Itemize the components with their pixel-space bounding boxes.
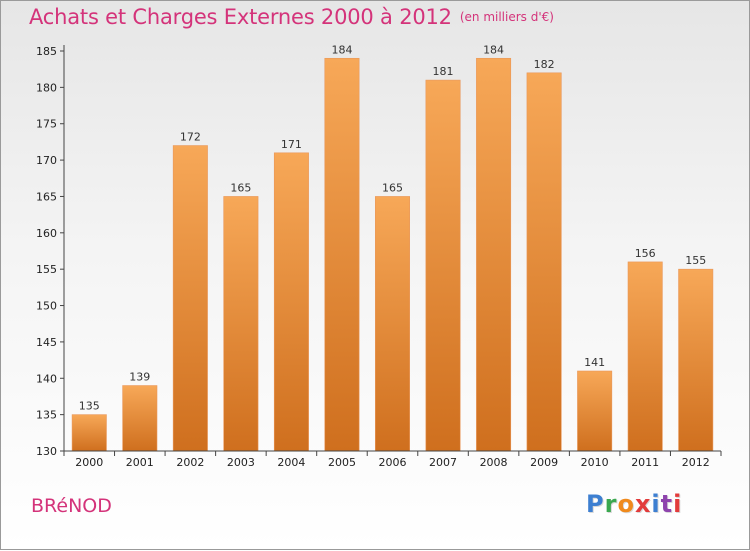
bar-2009: [526, 72, 562, 452]
x-tick-label: 2002: [176, 456, 204, 469]
bar-2006: [375, 196, 410, 452]
bar-2004: [273, 152, 309, 452]
bar-2003: [223, 196, 259, 452]
bar-2002: [172, 145, 208, 452]
bar-value-label: 155: [685, 254, 706, 267]
x-tick-label: 2006: [379, 456, 407, 469]
x-tick-label: 2010: [581, 456, 609, 469]
y-tick-label: 150: [36, 300, 57, 313]
bar-2012: [678, 268, 714, 452]
bar-2001: [122, 385, 158, 452]
y-tick-label: 155: [36, 263, 57, 276]
logo-letter: t: [660, 490, 674, 518]
bar-value-label: 172: [180, 131, 201, 144]
x-tick-label: 2000: [75, 456, 103, 469]
y-tick-label: 180: [36, 81, 57, 94]
bar-value-label: 184: [331, 43, 352, 56]
bar-2008: [476, 57, 512, 452]
y-tick-label: 170: [36, 154, 57, 167]
x-tick-label: 2008: [480, 456, 508, 469]
proxiti-logo[interactable]: Proxiti: [586, 490, 682, 518]
bar-value-label: 171: [281, 138, 302, 151]
logo-letter: o: [617, 490, 635, 518]
bar-2005: [324, 57, 360, 452]
bar-value-label: 139: [129, 371, 150, 384]
x-axis: 2000 2001 2002 2003 2004 2005 2006 2007 2008 2009…: [63, 450, 722, 469]
x-tick-label: 2011: [631, 456, 659, 469]
chart-title: Achats et Charges Externes 2000 à 2012 (e…: [29, 5, 554, 29]
bar-2010: [577, 370, 613, 452]
y-tick-label: 140: [36, 372, 57, 385]
x-tick-label: 2012: [682, 456, 710, 469]
y-tick-label: 135: [36, 409, 57, 422]
chart-title-text: Achats et Charges Externes 2000 à 2012: [29, 5, 452, 29]
bar-value-label: 165: [230, 181, 251, 194]
bar-2000: [71, 414, 107, 452]
y-tick-label: 160: [36, 227, 57, 240]
x-tick-label: 2001: [126, 456, 154, 469]
bar-2007: [425, 79, 461, 452]
bar-value-label: 156: [635, 247, 656, 260]
x-tick-label: 2003: [227, 456, 255, 469]
y-axis: 130 135 140 145 150 155 160 165 170 175 180 185: [36, 45, 65, 458]
bar-value-label: 181: [433, 65, 454, 78]
bar-value-label: 165: [382, 181, 403, 194]
logo-letter: i: [673, 490, 683, 518]
y-tick-label: 130: [36, 445, 57, 458]
bar-value-label: 141: [584, 356, 605, 369]
logo-letter: i: [651, 490, 661, 518]
y-tick-label: 165: [36, 190, 57, 203]
y-tick-label: 185: [36, 45, 57, 58]
logo-letter: P: [586, 490, 605, 518]
commune-name: BRéNOD: [31, 495, 112, 517]
bar-value-label: 184: [483, 43, 504, 56]
chart-subtitle: (en milliers d'€): [459, 10, 554, 24]
bar-value-label: 182: [534, 58, 555, 71]
y-tick-label: 175: [36, 118, 57, 131]
x-tick-label: 2009: [530, 456, 558, 469]
y-tick-label: 145: [36, 336, 57, 349]
logo-letter: x: [634, 490, 652, 518]
x-tick-label: 2007: [429, 456, 457, 469]
bar-value-label: 135: [79, 400, 100, 413]
logo-letter: r: [604, 490, 618, 518]
bar-2011: [627, 261, 663, 452]
bars: 135 139 172 165 171 184 165 181 184 182 141 156 155: [71, 43, 714, 452]
x-tick-label: 2004: [277, 456, 305, 469]
x-tick-label: 2005: [328, 456, 356, 469]
